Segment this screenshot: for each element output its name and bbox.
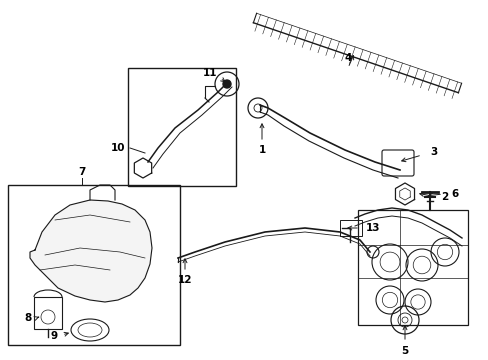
Text: 12: 12 (177, 275, 192, 285)
Text: 2: 2 (441, 192, 447, 202)
Polygon shape (30, 200, 152, 302)
Bar (34, 297, 62, 329)
Text: 10: 10 (110, 143, 125, 153)
Text: 6: 6 (450, 189, 458, 199)
Text: 3: 3 (429, 147, 437, 157)
Text: 7: 7 (78, 167, 85, 177)
Bar (128, 68, 236, 186)
Text: 1: 1 (258, 145, 265, 155)
Text: 5: 5 (401, 346, 408, 356)
Text: 13: 13 (365, 223, 380, 233)
Bar (8, 185, 180, 345)
Text: 11: 11 (203, 68, 217, 78)
Text: 9: 9 (50, 331, 58, 341)
Text: 4: 4 (344, 53, 351, 63)
Bar (357, 210, 467, 325)
Circle shape (223, 80, 230, 88)
Bar (339, 220, 361, 236)
Text: 8: 8 (24, 313, 32, 323)
